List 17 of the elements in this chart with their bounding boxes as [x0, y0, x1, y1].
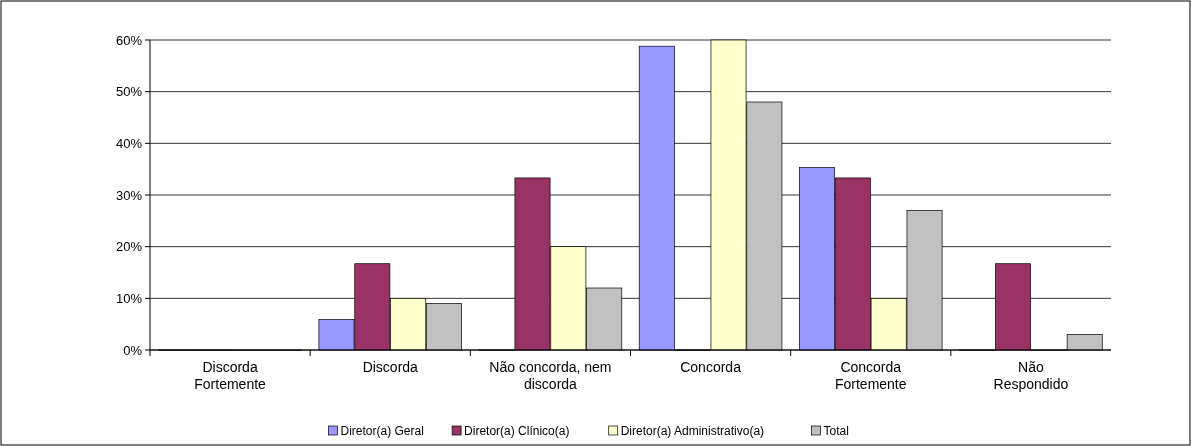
x-tick-label: Discorda — [362, 359, 419, 375]
y-tick-label: 60% — [115, 32, 143, 48]
y-tick-label: 50% — [115, 84, 143, 100]
x-tick-label: Concorda Fortemente — [834, 359, 907, 392]
legend-label: Total — [823, 424, 849, 438]
legend-label: Diretor(a) Administrativo(a) — [620, 424, 765, 438]
y-tick-label: 10% — [115, 290, 143, 306]
y-tick-label: 0% — [123, 342, 143, 358]
legend-label: Diretor(a) Clínico(a) — [464, 424, 570, 438]
x-tick-label: Não Respondido — [993, 359, 1069, 392]
y-tick-label: 40% — [115, 135, 143, 151]
y-tick-label: 30% — [115, 187, 143, 203]
x-tick-label: Não concorda, nem discorda — [489, 359, 612, 392]
legend-label: Diretor(a) Geral — [340, 424, 424, 438]
x-tick-label: Concorda — [680, 359, 742, 375]
y-tick-label: 20% — [115, 239, 143, 255]
x-tick-label: Discorda Fortemente — [194, 359, 267, 392]
